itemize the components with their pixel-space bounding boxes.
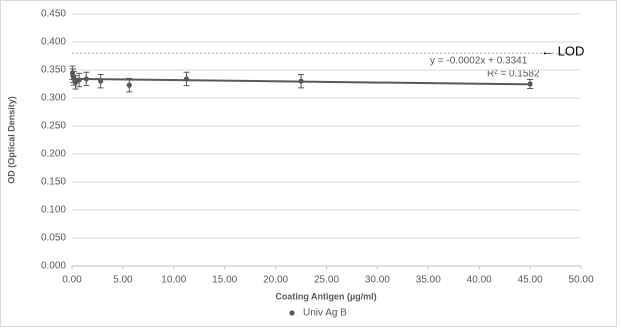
chart-border: [0, 0, 617, 327]
x-tick-label: 35.00: [416, 275, 441, 286]
x-tick-label: 15.00: [212, 275, 237, 286]
point: [298, 78, 304, 84]
y-tick-label: 0.100: [41, 205, 66, 216]
y-tick-label: 0.400: [41, 37, 66, 48]
x-tick-label: 45.00: [518, 275, 543, 286]
point: [76, 77, 82, 83]
reference-label: ← LOD: [541, 44, 584, 59]
y-tick-label: 0.350: [41, 65, 66, 76]
x-tick-label: 20.00: [263, 275, 288, 286]
x-tick-label: 0.00: [62, 275, 82, 286]
x-tick-label: 10.00: [161, 275, 186, 286]
y-tick-label: 0.000: [41, 261, 66, 272]
x-tick-label: 5.00: [113, 275, 133, 286]
point: [527, 81, 533, 87]
x-tick-label: 40.00: [467, 275, 492, 286]
x-axis-title: Coating Antigen (µg/ml): [275, 291, 376, 301]
y-axis-title: OD (Optical Density): [6, 96, 16, 184]
x-tick-label: 25.00: [314, 275, 339, 286]
x-tick-label: 30.00: [365, 275, 390, 286]
x-tick-label: 50.00: [568, 275, 593, 286]
trendline-equation: y = -0.0002x + 0.3341: [430, 56, 528, 67]
point: [98, 78, 104, 84]
point: [183, 76, 190, 82]
y-tick-label: 0.450: [41, 9, 66, 20]
y-tick-label: 0.300: [41, 93, 66, 104]
y-tick-label: 0.150: [41, 177, 66, 188]
legend-marker: [289, 310, 295, 316]
trendline-r2: R² = 0.1582: [487, 69, 540, 80]
point: [83, 76, 89, 82]
y-tick-label: 0.050: [41, 233, 66, 244]
legend-label: Univ Ag B: [303, 308, 347, 319]
point: [126, 82, 132, 88]
y-tick-label: 0.250: [41, 121, 66, 132]
y-tick-label: 0.200: [41, 149, 66, 160]
